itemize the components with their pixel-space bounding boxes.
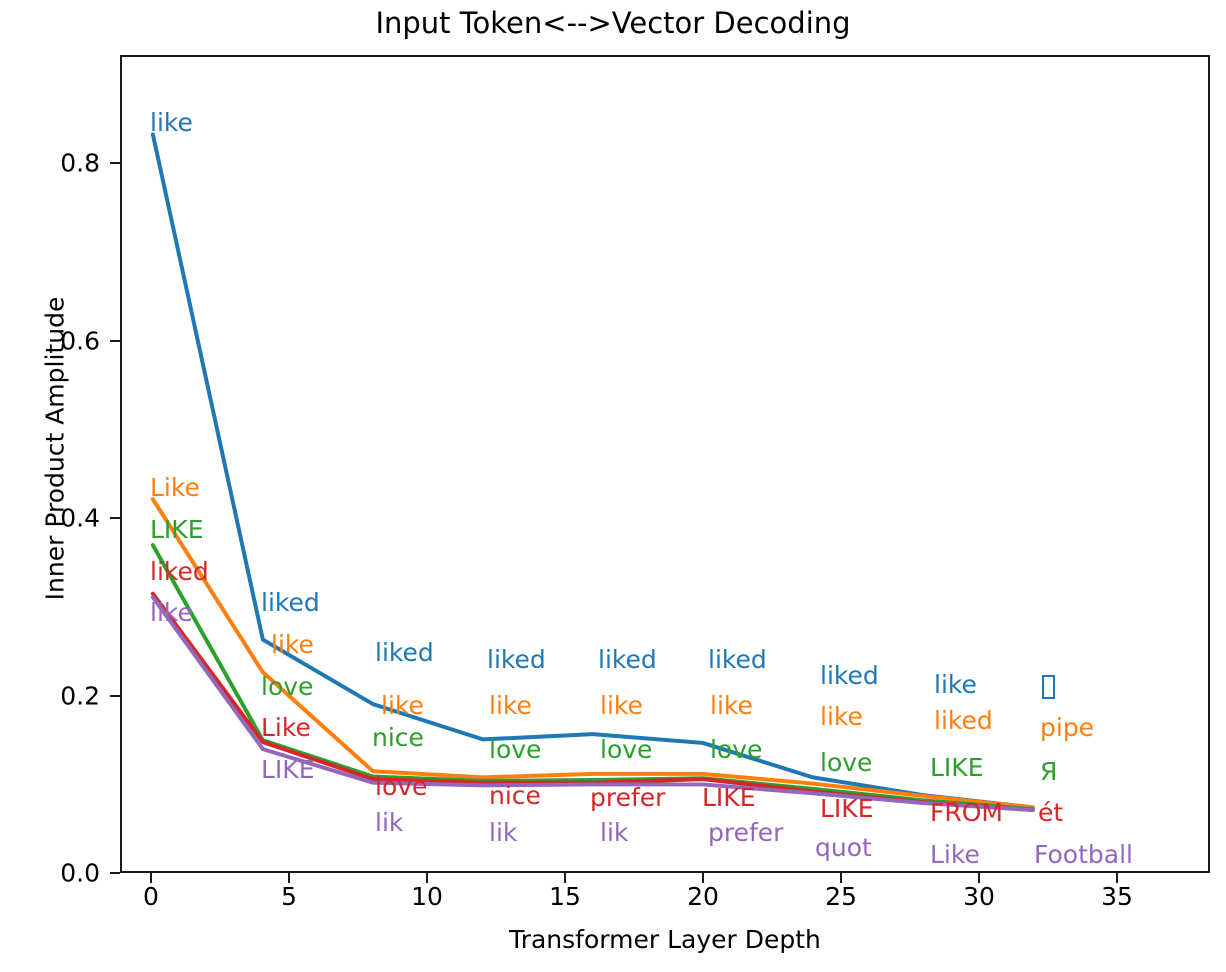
point-label: love <box>261 672 314 701</box>
point-label: liked <box>487 645 546 674</box>
point-label: lik <box>375 808 404 837</box>
point-label: lik <box>489 818 518 847</box>
point-label: liked <box>150 557 209 586</box>
x-tick-mark <box>840 873 842 883</box>
y-tick-mark <box>110 162 120 164</box>
y-tick-mark <box>110 339 120 342</box>
missing-glyph-icon <box>1042 675 1055 699</box>
x-tick-mark <box>702 873 704 883</box>
point-label: Like <box>150 473 200 502</box>
x-tick-mark <box>426 873 428 883</box>
point-label: like <box>820 702 863 731</box>
y-tick-mark <box>110 872 120 874</box>
y-tick-label: 0.8 <box>60 148 100 178</box>
x-tick-label: 10 <box>411 882 443 911</box>
point-label: nice <box>372 723 424 752</box>
point-label: LIKE <box>820 794 874 823</box>
point-label: like <box>150 108 193 137</box>
x-tick-label: 5 <box>281 882 297 911</box>
y-tick-label: 0.6 <box>60 326 100 355</box>
point-label: nice <box>489 781 541 810</box>
point-label: liked <box>375 638 434 667</box>
point-label: LIKE <box>930 753 984 782</box>
x-tick-mark <box>564 873 566 883</box>
point-label: ét <box>1038 798 1064 827</box>
x-tick-label: 30 <box>963 882 995 911</box>
point-label: liked <box>934 706 993 735</box>
y-tick-mark <box>110 694 120 697</box>
point-label: like <box>710 691 753 720</box>
y-axis-label: Inner Product Amplitude <box>40 296 70 601</box>
point-label: prefer <box>590 783 666 812</box>
point-label: like <box>934 670 977 699</box>
point-label <box>1042 674 1055 699</box>
x-tick-mark <box>150 873 152 883</box>
point-label: liked <box>598 645 657 674</box>
x-tick-label: 35 <box>1101 882 1133 911</box>
point-label: liked <box>820 661 879 690</box>
series-line <box>150 132 1035 810</box>
x-tick-label: 0 <box>143 882 159 911</box>
point-label: LIKE <box>150 515 204 544</box>
point-label: Я <box>1040 757 1058 786</box>
point-label: Like <box>930 840 980 869</box>
x-tick-mark <box>978 873 980 883</box>
series-lines <box>150 132 1035 813</box>
point-label: FROM <box>930 798 1003 827</box>
point-label: like <box>271 630 314 659</box>
point-label: love <box>600 735 653 764</box>
x-tick-label: 25 <box>825 882 857 911</box>
x-tick-mark <box>1116 873 1118 883</box>
point-label: pipe <box>1040 713 1095 742</box>
point-label: prefer <box>708 818 784 847</box>
point-label: LIKE <box>261 755 315 784</box>
point-label: like <box>489 691 532 720</box>
point-label: liked <box>708 645 767 674</box>
point-label: love <box>710 735 763 764</box>
y-tick-label: 0.4 <box>60 503 100 533</box>
series-line <box>150 595 1035 813</box>
x-tick-label: 15 <box>549 882 581 911</box>
point-label: like <box>381 691 424 720</box>
point-label: lik <box>600 818 629 847</box>
point-label: love <box>375 772 428 801</box>
page-title: Input Token<-->Vector Decoding <box>375 6 851 40</box>
point-label: love <box>820 748 873 777</box>
x-tick-label: 20 <box>687 882 719 911</box>
x-axis-label: Transformer Layer Depth <box>509 925 821 954</box>
y-tick-label: 0.2 <box>60 681 100 710</box>
series-line <box>150 497 1035 810</box>
point-label: LIKE <box>702 783 756 812</box>
point-label: like <box>600 691 643 720</box>
point-label: Football <box>1034 840 1133 869</box>
point-label: like <box>150 598 193 627</box>
point-label: Like <box>261 713 311 742</box>
y-tick-mark <box>110 517 120 519</box>
y-tick-label: 0.0 <box>60 858 100 888</box>
plot-area: like Like LIKE liked like liked like love Like LI… <box>120 55 1210 873</box>
point-label: love <box>489 735 542 764</box>
point-label: quot <box>815 833 872 862</box>
x-tick-mark <box>288 873 290 883</box>
point-label: liked <box>261 588 320 617</box>
